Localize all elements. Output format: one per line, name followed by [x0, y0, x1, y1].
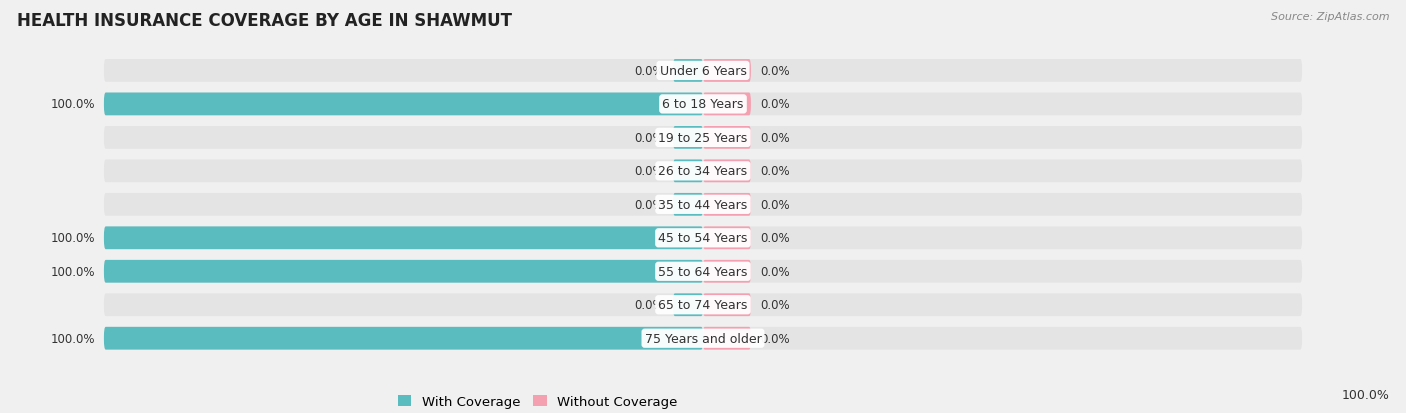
Text: 0.0%: 0.0%	[634, 165, 664, 178]
FancyBboxPatch shape	[104, 127, 1302, 150]
Text: 0.0%: 0.0%	[759, 198, 790, 211]
Text: 19 to 25 Years: 19 to 25 Years	[658, 132, 748, 145]
Legend: With Coverage, Without Coverage: With Coverage, Without Coverage	[392, 390, 683, 413]
Text: 0.0%: 0.0%	[634, 299, 664, 311]
FancyBboxPatch shape	[104, 193, 1302, 216]
Text: 100.0%: 100.0%	[51, 265, 96, 278]
FancyBboxPatch shape	[703, 294, 751, 316]
Text: 35 to 44 Years: 35 to 44 Years	[658, 198, 748, 211]
Text: 0.0%: 0.0%	[759, 132, 790, 145]
Text: 75 Years and older: 75 Years and older	[644, 332, 762, 345]
FancyBboxPatch shape	[673, 294, 703, 316]
FancyBboxPatch shape	[104, 327, 1302, 350]
FancyBboxPatch shape	[104, 93, 1302, 116]
FancyBboxPatch shape	[703, 93, 751, 116]
FancyBboxPatch shape	[673, 160, 703, 183]
FancyBboxPatch shape	[703, 260, 751, 283]
Text: 0.0%: 0.0%	[759, 165, 790, 178]
Text: 0.0%: 0.0%	[634, 65, 664, 78]
FancyBboxPatch shape	[104, 227, 1302, 249]
FancyBboxPatch shape	[703, 60, 751, 83]
Text: 0.0%: 0.0%	[759, 232, 790, 245]
Text: 0.0%: 0.0%	[634, 198, 664, 211]
Text: 0.0%: 0.0%	[759, 65, 790, 78]
FancyBboxPatch shape	[104, 227, 703, 249]
Text: 65 to 74 Years: 65 to 74 Years	[658, 299, 748, 311]
Text: Under 6 Years: Under 6 Years	[659, 65, 747, 78]
Text: HEALTH INSURANCE COVERAGE BY AGE IN SHAWMUT: HEALTH INSURANCE COVERAGE BY AGE IN SHAW…	[17, 12, 512, 30]
FancyBboxPatch shape	[673, 127, 703, 150]
FancyBboxPatch shape	[104, 294, 1302, 316]
Text: 26 to 34 Years: 26 to 34 Years	[658, 165, 748, 178]
Text: Source: ZipAtlas.com: Source: ZipAtlas.com	[1271, 12, 1389, 22]
FancyBboxPatch shape	[673, 60, 703, 83]
Text: 55 to 64 Years: 55 to 64 Years	[658, 265, 748, 278]
FancyBboxPatch shape	[104, 60, 1302, 83]
Text: 6 to 18 Years: 6 to 18 Years	[662, 98, 744, 111]
Text: 100.0%: 100.0%	[51, 232, 96, 245]
Text: 0.0%: 0.0%	[759, 299, 790, 311]
Text: 0.0%: 0.0%	[759, 265, 790, 278]
FancyBboxPatch shape	[104, 260, 1302, 283]
Text: 45 to 54 Years: 45 to 54 Years	[658, 232, 748, 245]
FancyBboxPatch shape	[703, 327, 751, 350]
FancyBboxPatch shape	[104, 93, 703, 116]
Text: 100.0%: 100.0%	[1341, 388, 1389, 401]
FancyBboxPatch shape	[703, 160, 751, 183]
Text: 0.0%: 0.0%	[759, 98, 790, 111]
FancyBboxPatch shape	[104, 327, 703, 350]
FancyBboxPatch shape	[703, 193, 751, 216]
Text: 0.0%: 0.0%	[634, 132, 664, 145]
Text: 100.0%: 100.0%	[51, 332, 96, 345]
Text: 100.0%: 100.0%	[51, 98, 96, 111]
FancyBboxPatch shape	[703, 127, 751, 150]
FancyBboxPatch shape	[104, 260, 703, 283]
FancyBboxPatch shape	[104, 160, 1302, 183]
Text: 0.0%: 0.0%	[759, 332, 790, 345]
FancyBboxPatch shape	[673, 193, 703, 216]
FancyBboxPatch shape	[703, 227, 751, 249]
